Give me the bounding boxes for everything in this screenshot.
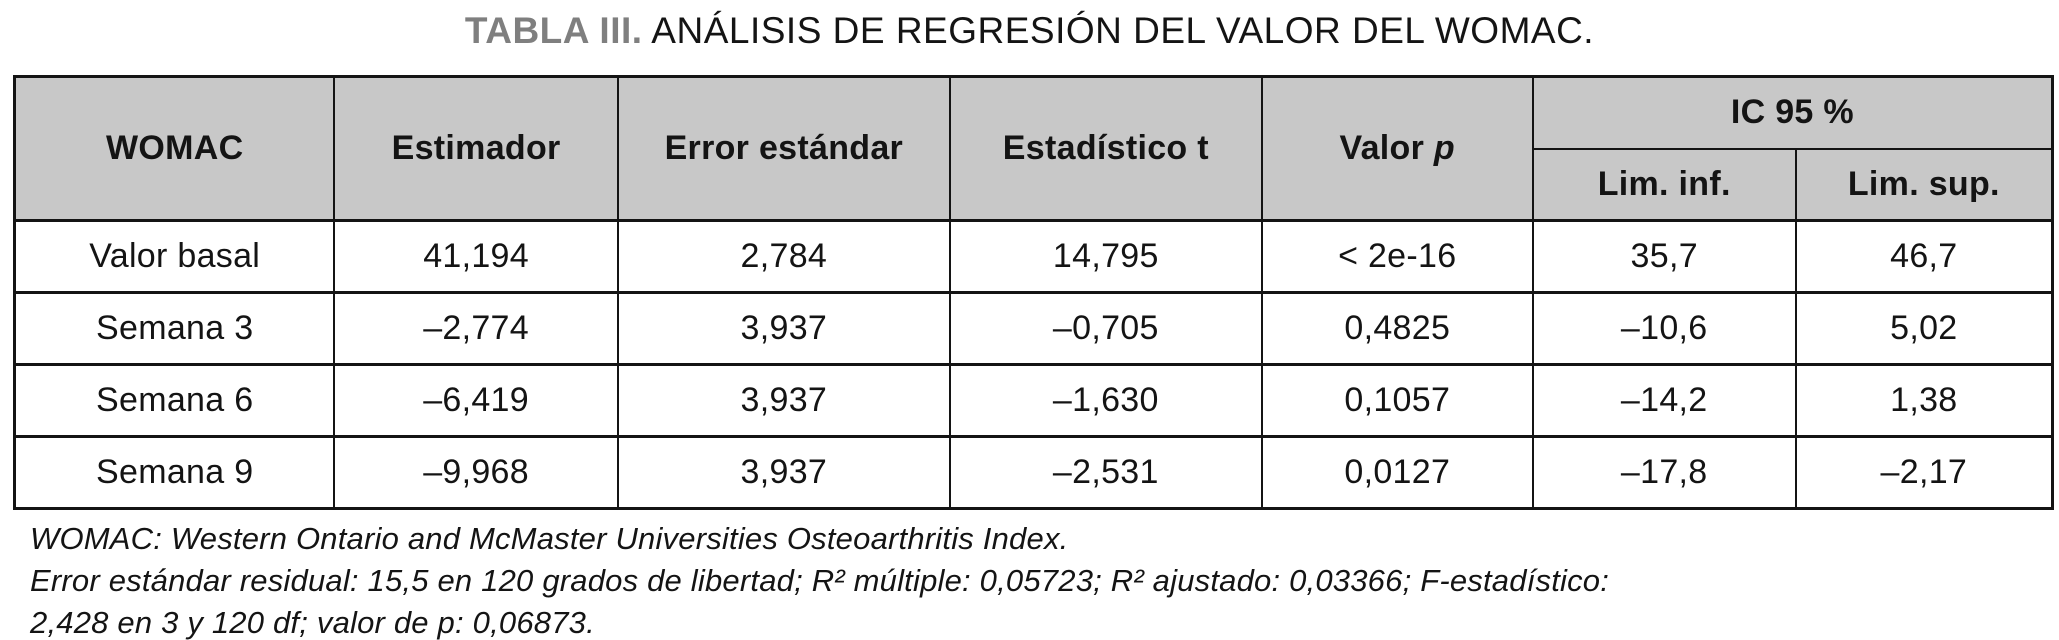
table-row-semana-3: Semana 3 –2,774 3,937 –0,705 0,4825 –10,… (13, 291, 2054, 366)
cell-label: Semana 6 (13, 363, 336, 438)
cell-lim-inf: 35,7 (1531, 219, 1797, 294)
cell-t-stat: –1,630 (948, 363, 1263, 438)
cell-estimator: –2,774 (333, 291, 619, 366)
table-footnotes: WOMAC: Western Ontario and McMaster Univ… (30, 518, 2030, 640)
cell-lim-sup: 1,38 (1794, 363, 2054, 438)
table-title-text: ANÁLISIS DE REGRESIÓN DEL VALOR DEL WOMA… (651, 10, 1595, 51)
regression-table: WOMAC Estimador Error estándar Estadísti… (13, 75, 2054, 510)
footnote-line-model-stats-2: 2,428 en 3 y 120 df; valor de p: 0,06873… (30, 605, 595, 640)
table-title-label: TABLA III. (464, 10, 643, 51)
cell-t-stat: –0,705 (948, 291, 1263, 366)
header-ic95: IC 95 % (1531, 75, 2054, 150)
header-estimator: Estimador (333, 75, 619, 222)
header-lim-sup: Lim. sup. (1794, 147, 2054, 222)
header-t-stat: Estadístico t (948, 75, 1263, 222)
table-row-semana-9: Semana 9 –9,968 3,937 –2,531 0,0127 –17,… (13, 435, 2054, 510)
table-body: Valor basal 41,194 2,784 14,795 < 2e-16 … (13, 219, 2054, 510)
cell-label: Valor basal (13, 219, 336, 294)
cell-std-error: 2,784 (616, 219, 951, 294)
table-title: TABLA III. ANÁLISIS DE REGRESIÓN DEL VAL… (0, 10, 2059, 52)
cell-lim-sup: –2,17 (1794, 435, 2054, 510)
table-header: WOMAC Estimador Error estándar Estadísti… (13, 75, 2054, 222)
cell-p-value: 0,4825 (1260, 291, 1534, 366)
header-std-error: Error estándar (616, 75, 951, 222)
cell-p-value: 0,0127 (1260, 435, 1534, 510)
cell-label: Semana 9 (13, 435, 336, 510)
cell-t-stat: 14,795 (948, 219, 1263, 294)
cell-std-error: 3,937 (616, 291, 951, 366)
cell-lim-inf: –17,8 (1531, 435, 1797, 510)
cell-lim-inf: –14,2 (1531, 363, 1797, 438)
header-womac: WOMAC (13, 75, 336, 222)
header-row-sub: Lim. inf. Lim. sup. (15, 147, 2054, 222)
cell-lim-sup: 5,02 (1794, 291, 2054, 366)
cell-std-error: 3,937 (616, 363, 951, 438)
footnote-line-model-stats-1: Error estándar residual: 15,5 en 120 gra… (30, 563, 1610, 598)
cell-lim-sup: 46,7 (1794, 219, 2054, 294)
cell-std-error: 3,937 (616, 435, 951, 510)
table-row-valor-basal: Valor basal 41,194 2,784 14,795 < 2e-16 … (13, 219, 2054, 294)
cell-p-value: 0,1057 (1260, 363, 1534, 438)
cell-estimator: 41,194 (333, 219, 619, 294)
header-p-italic: p (1433, 129, 1455, 167)
footnote-line-abbreviation: WOMAC: Western Ontario and McMaster Univ… (30, 521, 1069, 556)
cell-estimator: –6,419 (333, 363, 619, 438)
cell-p-value: < 2e-16 (1260, 219, 1534, 294)
header-row-main: WOMAC Estimador Error estándar Estadísti… (13, 75, 2054, 222)
cell-lim-inf: –10,6 (1531, 291, 1797, 366)
header-p-value: Valor p (1260, 75, 1534, 222)
cell-label: Semana 3 (13, 291, 336, 366)
cell-estimator: –9,968 (333, 435, 619, 510)
header-p-prefix: Valor (1339, 129, 1425, 167)
header-lim-inf: Lim. inf. (1531, 147, 1797, 222)
cell-t-stat: –2,531 (948, 435, 1263, 510)
table-row-semana-6: Semana 6 –6,419 3,937 –1,630 0,1057 –14,… (13, 363, 2054, 438)
